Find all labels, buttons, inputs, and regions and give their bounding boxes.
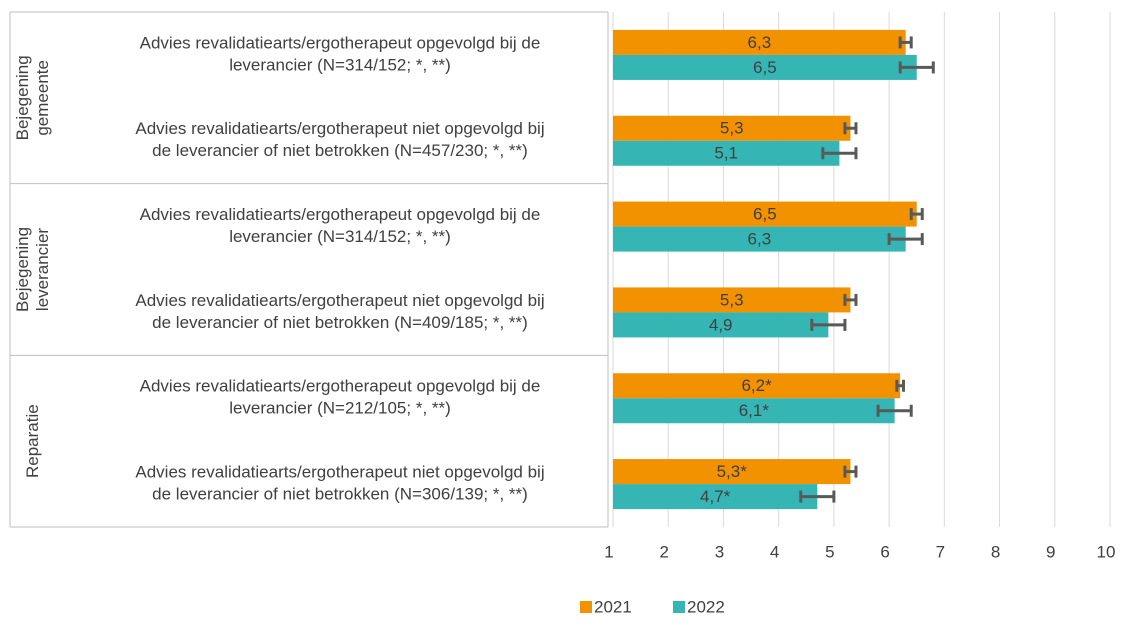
x-tick-label: 5 (825, 542, 834, 561)
y-tick-label: Advies revalidatiearts/ergotherapeut nie… (135, 291, 544, 310)
error-bar (843, 465, 858, 478)
x-tick-label: 8 (991, 542, 1000, 561)
error-bar (843, 293, 858, 306)
group-label: Reparatie (23, 404, 42, 478)
value-label: 5,3 (720, 290, 744, 309)
error-bar (876, 404, 913, 417)
bar (613, 312, 829, 338)
y-tick-label: Advies revalidatiearts/ergotherapeut opg… (140, 205, 541, 224)
bar (613, 226, 906, 252)
error-bar (799, 490, 836, 503)
value-label: 6,1* (739, 401, 770, 420)
y-tick-label: de leverancier of niet betrokken (N=306/… (152, 485, 528, 504)
legend-label: 2022 (687, 597, 725, 616)
value-label: 6,3 (748, 33, 772, 52)
legend-swatch (673, 601, 685, 613)
x-tick-label: 9 (1046, 542, 1055, 561)
error-bar (898, 61, 935, 74)
value-label: 6,3 (748, 230, 772, 249)
bar (613, 459, 851, 485)
group-label-line: leverancier (33, 228, 52, 311)
x-tick-label: 3 (715, 542, 724, 561)
bar (613, 373, 901, 399)
group-label-line: Bejegening (13, 227, 32, 312)
value-label: 5,3 (720, 119, 744, 138)
legend-swatch (580, 601, 592, 613)
value-label: 4,9 (709, 315, 733, 334)
y-tick-label: de leverancier of niet betrokken (N=457/… (152, 141, 528, 160)
y-tick-label: Advies revalidatiearts/ergotherapeut nie… (135, 463, 544, 482)
value-label: 5,1 (714, 144, 738, 163)
y-tick-label: Advies revalidatiearts/ergotherapeut nie… (135, 119, 544, 138)
value-label: 6,5 (753, 205, 777, 224)
y-tick-label: leverancier (N=314/152; *, **) (229, 227, 451, 246)
group-label-line: Reparatie (23, 404, 42, 478)
error-bar (887, 233, 924, 246)
group-label-line: gemeente (33, 60, 52, 136)
x-tick-label: 10 (1097, 542, 1116, 561)
bar (613, 287, 851, 313)
bar (613, 115, 851, 141)
x-tick-label: 7 (936, 542, 945, 561)
error-bar (895, 379, 905, 392)
y-tick-label: de leverancier of niet betrokken (N=409/… (152, 313, 528, 332)
value-label: 6,2* (741, 376, 772, 395)
x-tick-label: 1 (604, 542, 613, 561)
value-label: 5,3* (717, 462, 748, 481)
group-label: Bejegeninggemeente (13, 55, 52, 140)
y-tick-label: leverancier (N=314/152; *, **) (229, 55, 451, 74)
bar (613, 29, 906, 55)
bar (613, 201, 917, 227)
error-bar (821, 147, 858, 160)
value-label: 6,5 (753, 58, 777, 77)
y-tick-label: Advies revalidatiearts/ergotherapeut opg… (140, 33, 541, 52)
error-bar (810, 318, 847, 331)
error-bar (898, 36, 913, 49)
bar (613, 484, 818, 510)
y-tick-label: leverancier (N=212/105; *, **) (229, 399, 451, 418)
value-label: 4,7* (700, 487, 731, 506)
bar (613, 398, 895, 424)
y-tick-label: Advies revalidatiearts/ergotherapeut opg… (140, 377, 541, 396)
x-tick-label: 2 (659, 542, 668, 561)
bar (613, 54, 917, 80)
x-tick-label: 4 (770, 542, 779, 561)
legend-label: 2021 (594, 597, 632, 616)
error-bar (843, 122, 858, 135)
error-bar (909, 208, 924, 221)
bar (613, 140, 840, 166)
group-label: Bejegeningleverancier (13, 227, 52, 312)
group-label-line: Bejegening (13, 55, 32, 140)
x-tick-label: 6 (880, 542, 889, 561)
